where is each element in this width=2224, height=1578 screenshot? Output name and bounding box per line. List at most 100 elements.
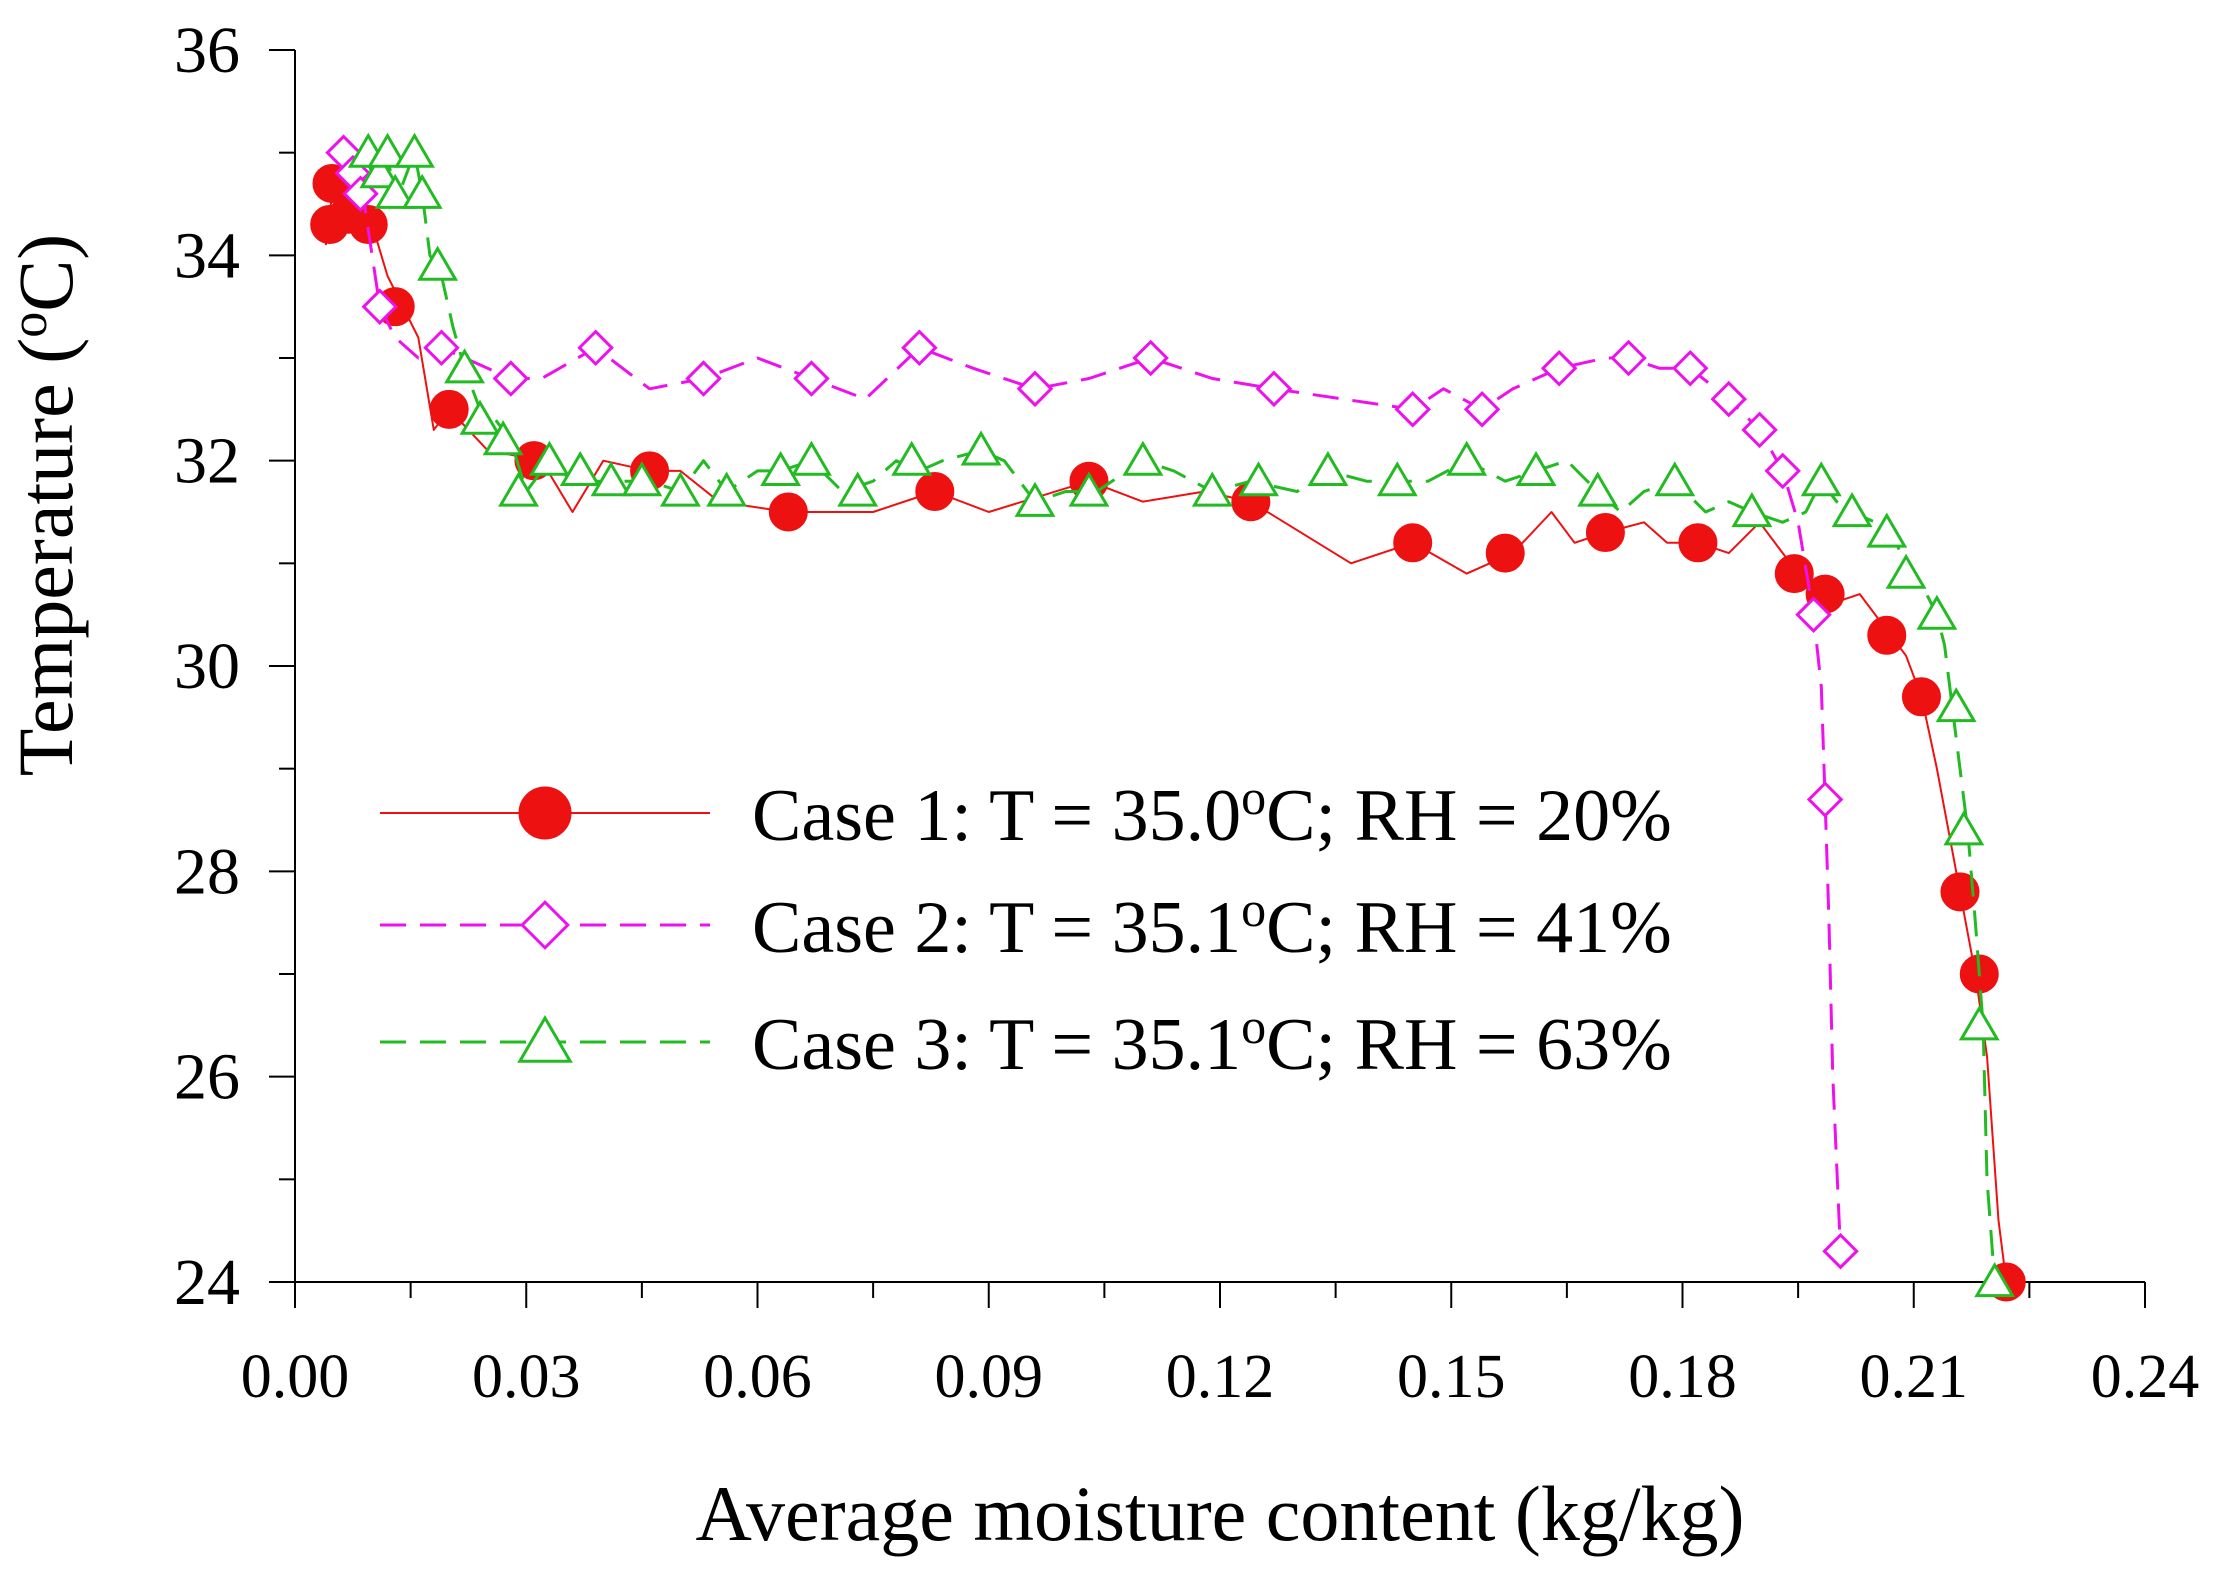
- y-axis-label-unit: C): [2, 234, 89, 312]
- series-2-point: [1610, 339, 1647, 377]
- series-3-point: [1731, 492, 1773, 528]
- series-3-point: [417, 245, 459, 281]
- series-3-point: [1122, 440, 1164, 476]
- series-3-line: [362, 151, 1997, 1283]
- y-tick-label: 30: [174, 630, 240, 703]
- series-2-point: [1132, 339, 1169, 377]
- series-3-point: [1800, 461, 1842, 497]
- legend: Case 1: T = 35.0oC; RH = 20% Case 2: T = …: [380, 769, 1672, 1086]
- series-3-point: [1866, 512, 1908, 548]
- x-tick-label: 0.18: [1628, 1343, 1737, 1411]
- series-3-point: [1238, 461, 1280, 497]
- series-3-point: [1974, 1262, 2016, 1298]
- series-1-point: [1485, 533, 1525, 573]
- series-3-point: [498, 471, 540, 507]
- series-layer: [310, 132, 2026, 1302]
- series-2-point: [1540, 349, 1578, 387]
- x-tick-label: 0.09: [935, 1343, 1044, 1411]
- series-1-point: [1901, 677, 1941, 717]
- x-tick-label: 0.12: [1166, 1343, 1275, 1411]
- x-tick-label: 0.00: [241, 1343, 350, 1411]
- series-3-point: [374, 173, 416, 209]
- series-3-point: [1916, 594, 1958, 630]
- series-3-point: [1654, 461, 1696, 497]
- series-2-point: [1710, 380, 1748, 418]
- series-3-point: [659, 471, 701, 507]
- series-2-point: [1822, 1232, 1859, 1270]
- series-1-point: [915, 471, 955, 511]
- series-3-point: [1191, 471, 1233, 507]
- series-2-point: [1671, 349, 1709, 387]
- series-2-point: [1795, 596, 1832, 633]
- series-3-point: [482, 420, 524, 456]
- series-2-point: [1764, 452, 1801, 490]
- series-3-point: [1068, 471, 1110, 507]
- series-3-point: [1935, 687, 1977, 723]
- x-tick-label: 0.03: [472, 1343, 581, 1411]
- series-3-point: [367, 132, 408, 168]
- series-3-point: [444, 348, 486, 384]
- series-3-point: [1376, 461, 1418, 497]
- series-3-point: [1446, 440, 1488, 476]
- series-3-point: [960, 430, 1002, 466]
- x-tick-label: 0.06: [703, 1343, 812, 1411]
- series-2-point: [361, 288, 399, 325]
- x-tick-label: 0.15: [1397, 1343, 1506, 1411]
- series-2-point: [1255, 370, 1293, 408]
- series-2: [325, 134, 1859, 1270]
- series-2-line: [340, 151, 1842, 1252]
- series-2-point: [1016, 370, 1054, 408]
- y-tick-label: 26: [174, 1041, 240, 1114]
- legend-label-2: Case 2: T = 35.1oC; RH = 41%: [752, 881, 1672, 969]
- series-2-point: [1463, 391, 1501, 428]
- x-axis-label: Average moisture content (kg/kg): [695, 1470, 1744, 1557]
- series-3-point: [394, 132, 435, 168]
- series-3-point: [1515, 450, 1557, 487]
- series-3: [347, 132, 2016, 1298]
- series-3-point: [790, 440, 832, 476]
- axes: 0.00 0.03 0.06 0.09 0.12 0.15 0.18 0.21 0.24 24 26…: [174, 14, 2199, 1411]
- series-2-point: [423, 329, 460, 367]
- y-tick-label: 36: [174, 14, 240, 87]
- series-1-line: [324, 182, 2008, 1283]
- series-3-point: [1958, 1005, 2000, 1041]
- series-3-point: [1307, 450, 1349, 487]
- series-1-point: [348, 205, 388, 245]
- x-tick-label: 0.24: [2091, 1343, 2200, 1411]
- y-axis-label-degree: o: [1, 312, 58, 338]
- y-axis-label-main: Temperature (: [2, 338, 89, 776]
- series-3-point: [706, 471, 748, 507]
- series-2-point: [793, 360, 830, 397]
- series-3-point: [590, 461, 632, 497]
- series-3-point: [1885, 553, 1927, 589]
- series-1-point: [1678, 523, 1718, 563]
- series-2-point: [685, 360, 722, 397]
- legend-marker-1: [518, 786, 572, 840]
- series-3-point: [528, 440, 570, 476]
- y-tick-label: 32: [174, 425, 240, 498]
- series-1-point: [429, 389, 469, 429]
- series-3-point: [1014, 481, 1056, 517]
- series-3-point: [837, 471, 879, 507]
- series-3-point: [621, 461, 663, 497]
- series-1-point: [1940, 872, 1980, 912]
- series-2-point: [492, 360, 530, 397]
- legend-marker-2: [520, 900, 570, 950]
- series-3-point: [891, 440, 933, 476]
- series-3-point: [359, 153, 401, 189]
- series-1-point: [1867, 615, 1907, 655]
- series-1-point: [1774, 554, 1814, 594]
- x-tick-label: 0.21: [1860, 1343, 1969, 1411]
- series-2-point: [1806, 781, 1844, 818]
- series-3-point: [1831, 492, 1873, 528]
- y-tick-label: 24: [174, 1246, 240, 1319]
- series-2-point: [1741, 411, 1778, 449]
- series-3-point: [401, 173, 443, 209]
- y-tick-label: 34: [174, 219, 240, 292]
- legend-label-1: Case 1: T = 35.0oC; RH = 20%: [752, 769, 1672, 857]
- y-axis-label: Temperature (oC): [1, 234, 89, 776]
- series-3-point: [760, 450, 802, 487]
- series-3-point: [559, 450, 601, 487]
- series-2-point: [901, 329, 938, 367]
